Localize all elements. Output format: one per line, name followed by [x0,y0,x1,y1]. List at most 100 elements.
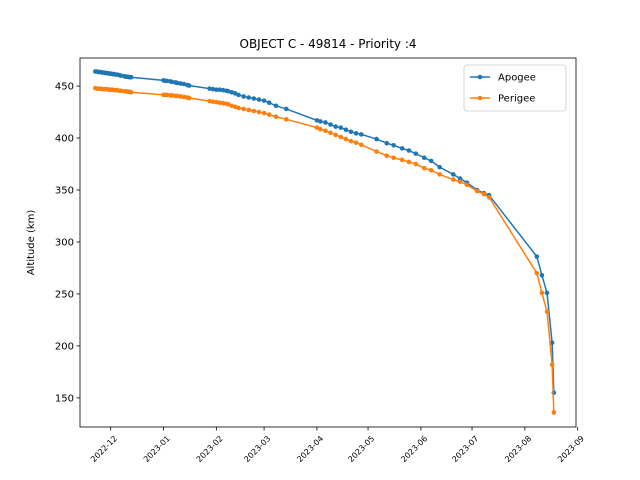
data-point-apogee [251,96,257,101]
data-point-perigee [481,191,487,197]
data-point-apogee [217,87,223,92]
data-point-perigee [413,161,419,167]
data-point-apogee [256,97,262,102]
data-point-perigee [384,153,390,159]
x-tick-label: 2023-02 [195,434,225,464]
data-point-perigee [551,410,557,415]
legend-marker [477,95,483,101]
data-point-apogee [283,106,289,112]
x-tick-label: 2023-03 [242,434,272,464]
data-point-perigee [549,362,555,367]
data-point-perigee [251,108,257,114]
x-tick-label: 2023-08 [503,434,533,464]
data-point-perigee [328,130,333,136]
data-point-apogee [328,122,333,127]
data-point-perigee [374,149,379,154]
data-point-perigee [358,142,364,148]
legend-item-perigee: Perigee [470,94,535,105]
data-point-perigee [318,126,323,132]
data-point-apogee [220,87,226,93]
data-point-perigee [544,309,550,314]
x-tick-label: 2023-09 [556,434,586,464]
data-point-perigee [174,93,180,99]
legend-label: Perigee [498,94,535,105]
plot-area [79,57,577,428]
legend-label: Apogee [498,73,536,84]
data-point-apogee [428,158,434,164]
data-point-apogee [343,127,349,133]
data-point-perigee [486,194,492,200]
data-point-apogee [450,172,456,177]
data-point-apogee [384,140,390,146]
data-point-apogee [246,95,252,100]
data-point-apogee [437,164,442,170]
data-point-apogee [374,136,379,142]
data-point-apogee [348,129,354,135]
legend: Apogee Perigee [463,64,567,112]
data-point-perigee [214,99,219,105]
data-point-apogee [207,86,212,91]
series-perigee [93,85,557,415]
data-point-apogee [539,272,545,278]
data-point-perigee [399,157,405,163]
data-point-apogee [391,143,396,148]
legend-item-apogee: Apogee [470,73,536,84]
y-tick-label: 150 [55,393,74,404]
data-point-apogee [236,92,241,98]
data-point-perigee [353,140,359,146]
data-point-perigee [273,114,279,120]
data-point-perigee [474,188,480,194]
data-point-apogee [399,146,405,151]
data-point-apogee [544,290,550,296]
data-point-perigee [539,290,545,296]
data-point-apogee [333,124,338,129]
data-point-apogee [534,254,540,259]
y-tick-label: 200 [55,341,74,352]
data-point-apogee [118,73,124,78]
data-point-perigee [343,136,349,142]
data-point-apogee [323,120,328,125]
y-tick-label: 250 [55,289,74,300]
data-point-perigee [338,134,344,140]
data-point-perigee [118,88,124,94]
data-point-perigee [217,100,223,105]
data-point-apogee [353,131,359,136]
data-point-apogee [214,87,219,92]
chart-title: OBJECT C - 49814 - Priority :4 [240,37,417,51]
data-point-perigee [406,159,412,165]
data-point-perigee [534,270,540,276]
data-point-apogee [164,78,170,84]
x-tick-label: 2023-01 [142,434,172,464]
data-point-perigee [169,93,175,98]
data-point-apogee [261,98,267,103]
data-point-apogee [422,155,427,161]
data-point-perigee [457,179,463,184]
data-point-apogee [549,340,555,346]
data-point-apogee [241,94,246,99]
data-point-perigee [220,100,226,106]
y-axis: 150 200 250 300 350 400 450 [55,82,80,404]
data-point-perigee [186,95,192,101]
data-point-perigee [333,132,338,138]
x-tick-label: 2023-06 [399,434,429,464]
x-tick-label: 2023-04 [295,434,325,464]
data-point-apogee [406,148,412,153]
data-point-apogee [266,100,272,105]
y-tick-label: 350 [55,186,74,197]
data-point-perigee [236,105,241,111]
data-point-perigee [450,177,456,182]
data-point-apogee [178,81,183,86]
data-point-perigee [181,94,187,100]
y-axis-label: Altitude (km) [26,210,37,276]
x-axis: 2022-12 2023-01 2023-02 2023-03 2023-04 2023-… [89,427,586,464]
x-tick-label: 2023-07 [450,434,480,464]
data-point-perigee [256,109,262,115]
data-point-apogee [210,86,216,92]
data-point-perigee [323,128,328,134]
y-tick-label: 400 [55,134,74,145]
x-tick-label: 2023-05 [346,434,376,464]
data-point-perigee [178,94,183,99]
legend-marker [477,74,483,80]
data-point-perigee [437,172,442,177]
data-point-apogee [186,83,192,88]
